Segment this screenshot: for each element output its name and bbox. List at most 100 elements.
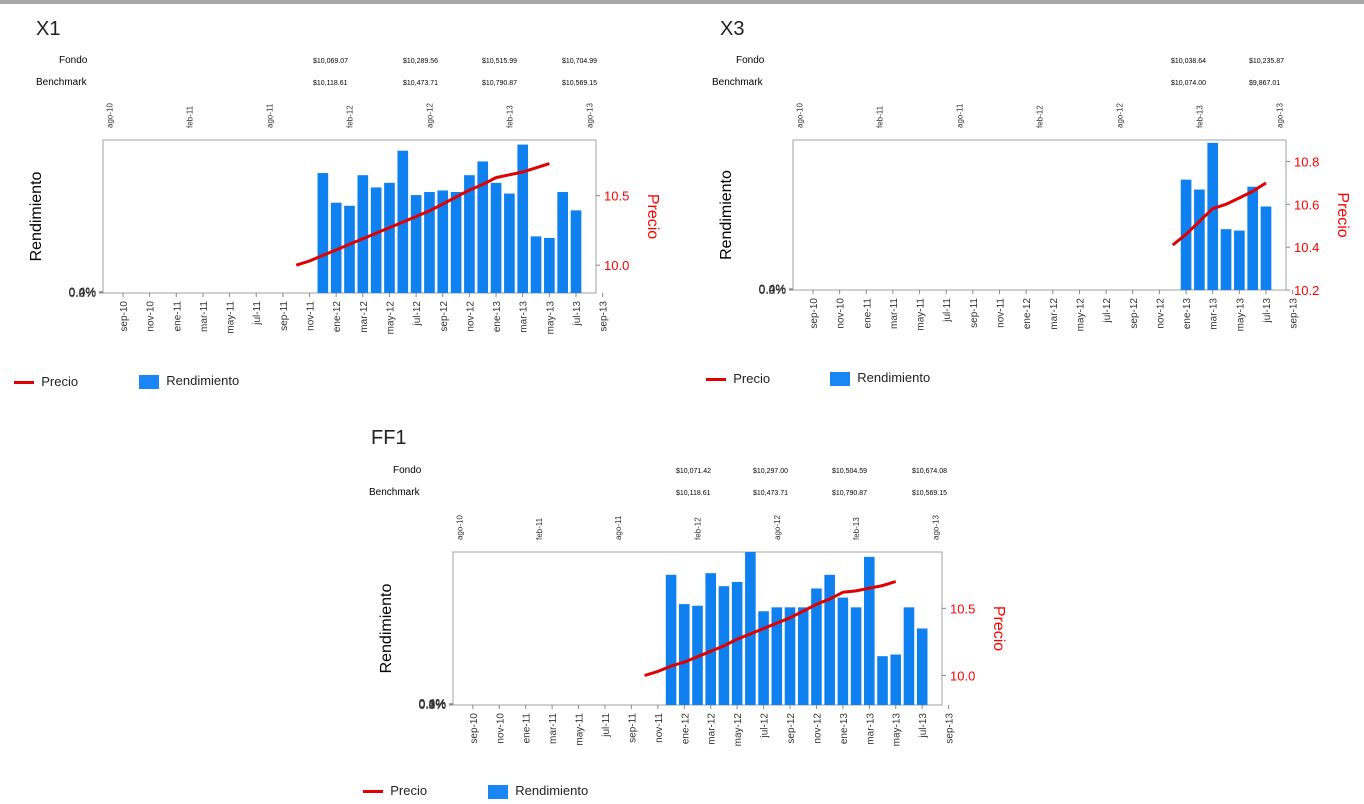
legend-rendimiento: Rendimiento — [139, 373, 239, 389]
x-tick-label: may-13 — [1235, 298, 1246, 332]
chart-x1: 0.0%0.2%0.4% 10.0 10.5 sep-10 nov-10 ene-11 ma… — [28, 103, 661, 335]
legend-precio: Precio — [706, 371, 770, 386]
x-tick-label: nov-10 — [836, 298, 847, 329]
x-tick-label: mar-13 — [1209, 298, 1220, 330]
y2-tick-label: 10.4 — [1294, 240, 1319, 255]
legend-line-swatch — [363, 790, 383, 794]
bar — [837, 597, 849, 705]
top-tick-label: ago-11 — [614, 515, 623, 540]
y-axis-title: Rendimiento — [718, 170, 735, 260]
x-tick-label: jul-13 — [572, 301, 583, 327]
legend-rendimiento-label: Rendimiento — [515, 783, 589, 798]
benchmark-value: $10,569.15 — [562, 80, 598, 87]
bar — [877, 656, 888, 705]
x-tick-label: sep-10 — [809, 298, 820, 329]
y-tick-label: 0.2% — [69, 285, 97, 299]
bar — [665, 574, 677, 705]
bar — [903, 607, 915, 705]
y2-axis-title: Precio — [644, 194, 661, 239]
x-tick-label: may-12 — [733, 713, 744, 747]
x-tick-label: sep-11 — [969, 298, 980, 328]
bar — [864, 556, 875, 705]
price-line — [1171, 181, 1267, 247]
x-tick-label: ene-12 — [1022, 298, 1033, 330]
top-tick-label: feb-13 — [1195, 105, 1204, 128]
fondo-label: Fondo — [393, 465, 422, 476]
x-tick-label: sep-10 — [469, 713, 480, 744]
x-tick-label: mar-12 — [359, 301, 370, 333]
top-tick-label: ago-12 — [1115, 103, 1124, 128]
y-tick-label: 0.4% — [69, 285, 97, 299]
bar — [450, 192, 462, 293]
fondo-value: $10,038.64 — [1171, 58, 1207, 65]
benchmark-label: Benchmark — [712, 77, 763, 88]
top-tick-label: ago-12 — [425, 103, 434, 128]
y-axis-title: Rendimiento — [378, 583, 395, 673]
top-tick-label: feb-13 — [852, 517, 861, 540]
y2-tick-label: 10.5 — [604, 189, 629, 204]
chart-panel-ff1: FF1 Fondo Benchmark $10,071.42 $10,297.0… — [341, 400, 1023, 804]
top-tick-label: feb-12 — [694, 517, 703, 540]
top-tick-label: ago-11 — [266, 103, 275, 128]
top-tick-label: ago-13 — [585, 103, 594, 128]
bar — [384, 182, 395, 293]
y2-axis-title: Precio — [1334, 192, 1351, 237]
y2-tick-label: 10.2 — [1294, 283, 1319, 298]
x-tick-label: ene-11 — [522, 713, 533, 744]
bar — [784, 607, 796, 705]
bar — [357, 175, 369, 293]
x-tick-label: may-11 — [575, 713, 586, 746]
x-tick-label: sep-12 — [1129, 298, 1140, 329]
x-tick-label: sep-12 — [439, 301, 450, 332]
top-tick-label: feb-11 — [876, 105, 885, 128]
x-tick-label: nov-12 — [1155, 298, 1166, 329]
x-tick-label: ene-12 — [680, 713, 691, 745]
fondo-value: $10,515.99 — [482, 58, 518, 65]
y-tick-label: 0.3% — [419, 697, 447, 711]
bar — [1194, 189, 1205, 290]
legend-precio: Precio — [363, 783, 427, 798]
chart-panel-x1: X1 Fondo Benchmark $10,069.07 $10,289.56… — [0, 0, 682, 400]
fondo-value: $10,071.42 — [676, 468, 712, 475]
bar — [437, 190, 449, 293]
bar — [824, 574, 835, 705]
y-tick-label: 0.4% — [759, 282, 787, 296]
fondo-label: Fondo — [736, 55, 765, 66]
y2-tick-label: 10.0 — [950, 668, 975, 683]
x-tick-label: ene-11 — [172, 301, 183, 332]
x-tick-label: sep-11 — [627, 713, 638, 743]
x-tick-label: mar-13 — [519, 301, 530, 333]
top-tick-label: ago-13 — [1275, 103, 1284, 128]
top-tick-label: feb-11 — [186, 105, 195, 128]
x-tick-label: nov-10 — [146, 301, 157, 332]
x-tick-label: may-12 — [1075, 298, 1086, 332]
fondo-value: $10,704.99 — [562, 58, 598, 65]
x-tick-label: nov-12 — [812, 713, 823, 744]
x-tick-label: mar-11 — [889, 298, 900, 329]
bar — [530, 236, 542, 293]
bar — [890, 654, 902, 705]
x-tick-label: may-13 — [892, 713, 903, 747]
legend-rendimiento-label: Rendimiento — [166, 373, 240, 388]
bar — [477, 161, 489, 293]
y2-tick-label: 10.6 — [1294, 197, 1319, 212]
benchmark-value: $10,118.61 — [676, 490, 711, 497]
benchmark-value: $10,790.87 — [482, 80, 518, 87]
y2-tick-label: 10.0 — [604, 258, 629, 273]
legend-line-swatch — [706, 378, 726, 382]
bar — [544, 237, 555, 293]
bar — [517, 144, 529, 293]
bar — [464, 175, 475, 293]
bar — [705, 573, 717, 705]
benchmark-value: $10,118.61 — [313, 80, 348, 87]
fondo-value: $10,297.00 — [753, 468, 789, 475]
top-tick-label: ago-10 — [796, 103, 805, 128]
bar — [557, 192, 569, 293]
bar — [811, 588, 822, 705]
fondo-value: $10,289.56 — [403, 58, 439, 65]
bar — [1207, 142, 1219, 290]
top-tick-label: ago-10 — [106, 103, 115, 128]
x-tick-label: may-12 — [385, 301, 396, 335]
x-tick-label: jul-11 — [252, 301, 263, 326]
price-line — [295, 162, 550, 267]
